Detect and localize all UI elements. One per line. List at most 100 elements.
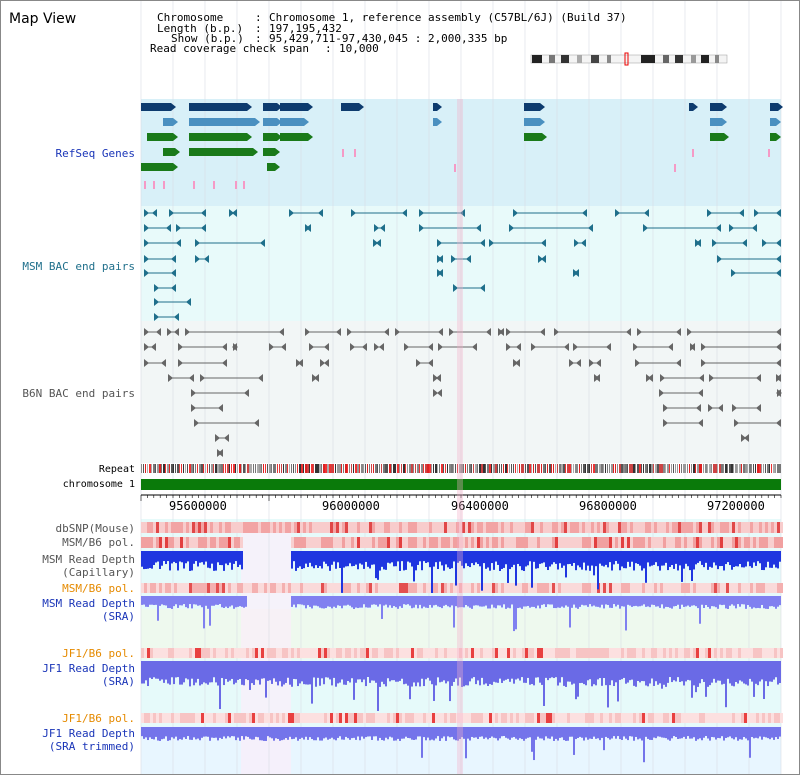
jf1-sra-depth-bar xyxy=(531,661,533,685)
refseq-gene-features[interactable] xyxy=(141,103,783,189)
chromosome-bar[interactable] xyxy=(141,479,781,490)
msm-sra-depth-bar xyxy=(291,596,293,607)
msm-pol-cell xyxy=(153,537,156,548)
dbsnp-cell xyxy=(519,522,522,533)
msm-capillary-depth-bar xyxy=(711,551,713,568)
polymorphism-strips[interactable] xyxy=(141,522,783,723)
jf1-trimmed-depth-bar xyxy=(489,727,491,738)
label-repeat[interactable]: Repeat xyxy=(99,464,135,475)
dbsnp-cell xyxy=(738,522,741,533)
label-jf1-b6-pol-2[interactable]: JF1/B6 pol. xyxy=(62,712,135,725)
msm-sra-depth-bar xyxy=(511,596,513,605)
jf1-trimmed-depth-bar xyxy=(671,727,673,739)
label-jf1-depth-sra[interactable]: JF1 Read Depth xyxy=(42,662,135,675)
label-b6n-bac[interactable]: B6N BAC end pairs xyxy=(22,387,135,400)
jf1-sra-depth-bar xyxy=(607,661,609,708)
b6n-bac-pair-end xyxy=(698,419,703,427)
dbsnp-cell xyxy=(573,522,576,533)
jf1-pol-cell xyxy=(387,713,390,723)
label-chromosome[interactable]: chromosome 1 xyxy=(63,479,135,490)
jf1-sra-depth-bar xyxy=(233,661,235,685)
msm-bac-features[interactable] xyxy=(144,209,781,321)
msm-capillary-depth-bar xyxy=(481,551,483,591)
msm-pol-cell xyxy=(384,583,387,593)
label-msm-b6-pol-1[interactable]: MSM/B6 pol. xyxy=(62,536,135,549)
position-cursor[interactable] xyxy=(457,99,463,775)
b6n-bac-pair-end xyxy=(506,343,511,351)
jf1-sra-depth-bar xyxy=(631,661,633,680)
b6n-bac-pair-end xyxy=(222,359,227,367)
chromosome-ideogram[interactable] xyxy=(530,52,728,66)
label-jf1-depth-trimmed[interactable]: JF1 Read Depth xyxy=(42,727,135,740)
dbsnp-cell xyxy=(504,522,507,533)
msm-capillary-depth-bar xyxy=(367,551,369,567)
msm-pol-cell xyxy=(615,583,618,593)
jf1-trimmed-depth-bar xyxy=(425,727,427,741)
jf1-trimmed-depth-bar xyxy=(285,727,287,739)
msm-capillary-depth-bar xyxy=(659,551,661,571)
jf1-sra-depth-bar xyxy=(275,661,277,682)
read-depth-tracks[interactable] xyxy=(141,551,781,763)
jf1-pol-cell xyxy=(237,713,240,723)
jf1-pol-cell xyxy=(468,648,471,658)
msm-pol-cell xyxy=(300,537,303,548)
label-dbsnp[interactable]: dbSNP(Mouse) xyxy=(56,522,135,535)
repeat-element xyxy=(475,464,477,473)
dbsnp-cell xyxy=(630,522,633,533)
label-msm-depth-sra[interactable]: MSM Read Depth xyxy=(42,597,135,610)
coverage-key: Read coverage check span xyxy=(150,42,309,55)
jf1-pol-cell xyxy=(666,648,669,658)
label-jf1-b6-pol-1[interactable]: JF1/B6 pol. xyxy=(62,647,135,660)
jf1-pol-cell xyxy=(264,713,267,723)
label-msm-b6-pol-2[interactable]: MSM/B6 pol. xyxy=(62,582,135,595)
b6n-bac-pair-end xyxy=(776,359,781,367)
jf1-trimmed-depth-bar xyxy=(185,727,187,739)
repeat-element xyxy=(483,464,485,473)
msm-pol-cell xyxy=(462,537,465,548)
jf1-trimmed-depth-bar xyxy=(163,727,165,739)
msm-capillary-depth-bar xyxy=(595,551,597,567)
jf1-sra-depth-bar xyxy=(333,661,335,678)
b6n-bac-features[interactable] xyxy=(144,328,782,457)
jf1-trimmed-depth-bar xyxy=(207,727,209,737)
msm-capillary-depth-bar xyxy=(353,551,355,566)
jf1-pol-cell xyxy=(183,713,186,723)
repeat-element xyxy=(635,464,636,473)
label-msm-depth-capillary[interactable]: MSM Read Depth xyxy=(42,553,135,566)
jf1-sra-depth-bar xyxy=(169,661,171,685)
jf1-trimmed-depth-bar xyxy=(463,727,465,739)
repeat-track[interactable] xyxy=(141,464,781,473)
jf1-sra-depth-bar xyxy=(777,661,779,685)
repeat-element xyxy=(429,464,431,473)
jf1-trimmed-depth-bar xyxy=(739,727,741,740)
msm-sra-depth-bar xyxy=(755,596,757,609)
msm-capillary-depth-bar xyxy=(313,551,315,569)
msm-pol-cell xyxy=(648,583,651,593)
repeat-element xyxy=(395,464,396,473)
repeat-element xyxy=(281,464,282,473)
dbsnp-cell xyxy=(510,522,513,533)
msm-capillary-depth-bar xyxy=(305,551,307,564)
refseq-gene-arrow xyxy=(359,103,364,111)
jf1-pol-cell xyxy=(231,648,234,658)
jf1-sra-depth-bar xyxy=(153,661,155,678)
jf1-sra-depth-bar xyxy=(551,661,553,678)
jf1-trimmed-depth-bar xyxy=(551,727,553,737)
msm-pol-cell xyxy=(570,583,573,593)
msm-pol-cell xyxy=(684,583,687,593)
repeat-element xyxy=(171,464,173,473)
msm-pol-cell xyxy=(408,537,411,548)
msm-capillary-depth-bar xyxy=(619,551,621,571)
repeat-element xyxy=(729,464,731,473)
dbsnp-cell xyxy=(375,522,378,533)
dbsnp-cell xyxy=(357,522,360,533)
jf1-pol-cell xyxy=(579,713,582,723)
repeat-element xyxy=(689,464,690,473)
label-msm-bac[interactable]: MSM BAC end pairs xyxy=(22,260,135,273)
dbsnp-cell xyxy=(174,522,177,533)
label-refseq-genes[interactable]: RefSeq Genes xyxy=(56,147,135,160)
msm-capillary-depth-bar xyxy=(297,551,299,568)
msm-pol-cell xyxy=(573,537,576,548)
msm-sra-depth-bar xyxy=(235,596,237,608)
